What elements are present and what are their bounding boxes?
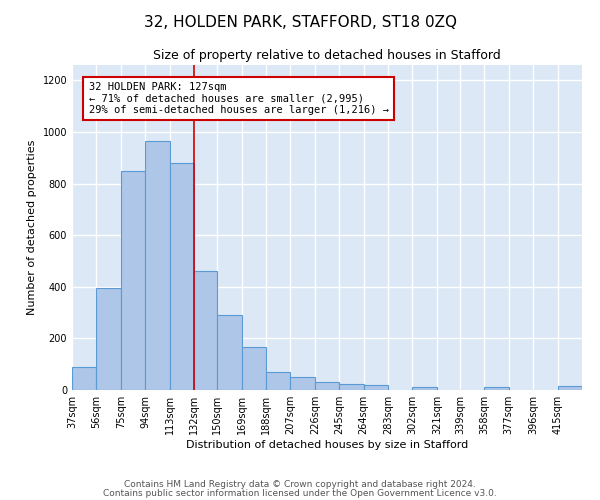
Bar	[266, 372, 290, 390]
Bar	[412, 388, 437, 390]
Bar	[290, 377, 315, 390]
Bar	[72, 367, 97, 390]
Bar	[484, 388, 509, 390]
Bar	[217, 315, 242, 390]
Text: 32, HOLDEN PARK, STAFFORD, ST18 0ZQ: 32, HOLDEN PARK, STAFFORD, ST18 0ZQ	[143, 15, 457, 30]
Title: Size of property relative to detached houses in Stafford: Size of property relative to detached ho…	[153, 50, 501, 62]
Text: Contains public sector information licensed under the Open Government Licence v3: Contains public sector information licen…	[103, 488, 497, 498]
Bar	[194, 272, 217, 390]
Text: Contains HM Land Registry data © Crown copyright and database right 2024.: Contains HM Land Registry data © Crown c…	[124, 480, 476, 489]
Bar	[145, 141, 170, 390]
Bar	[364, 385, 388, 390]
Text: 32 HOLDEN PARK: 127sqm
← 71% of detached houses are smaller (2,995)
29% of semi-: 32 HOLDEN PARK: 127sqm ← 71% of detached…	[89, 82, 389, 115]
Bar	[97, 288, 121, 390]
Bar	[557, 386, 582, 390]
X-axis label: Distribution of detached houses by size in Stafford: Distribution of detached houses by size …	[186, 440, 468, 450]
Bar	[339, 384, 364, 390]
Y-axis label: Number of detached properties: Number of detached properties	[27, 140, 37, 315]
Bar	[242, 348, 266, 390]
Bar	[121, 171, 145, 390]
Bar	[315, 382, 339, 390]
Bar	[170, 163, 194, 390]
